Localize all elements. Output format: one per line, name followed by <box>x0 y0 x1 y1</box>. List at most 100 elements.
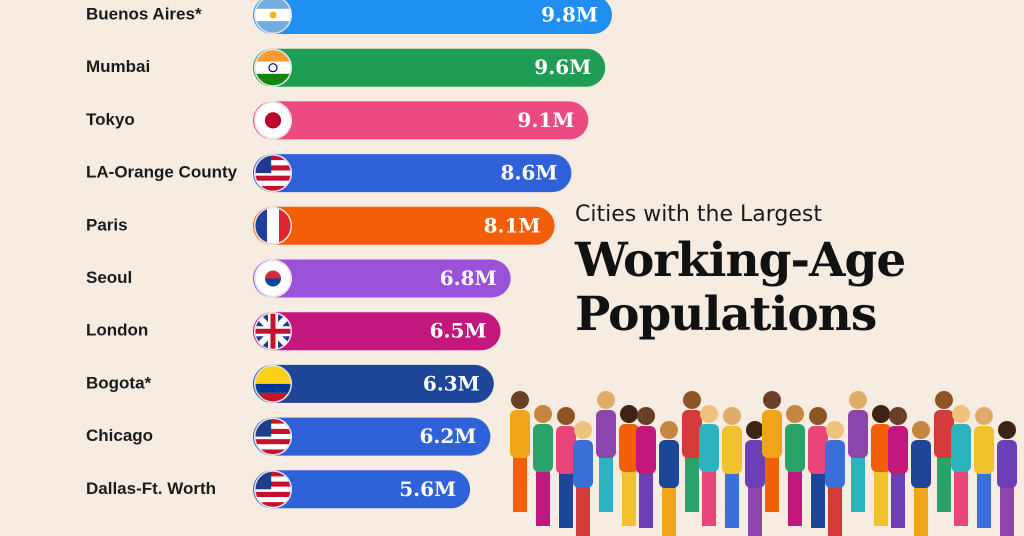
person-body <box>573 440 593 488</box>
person-legs <box>828 482 842 536</box>
flag-taeguk <box>265 278 281 287</box>
flag-stripe <box>255 476 291 482</box>
flag <box>255 418 291 455</box>
flag-stripe <box>255 155 291 161</box>
bar <box>253 259 511 298</box>
category-label: Bogota* <box>86 373 152 392</box>
person-legs <box>891 468 905 528</box>
flag-stripe <box>255 365 291 384</box>
person-body <box>745 440 765 488</box>
person-body <box>825 440 845 488</box>
flag-stripe <box>255 471 291 477</box>
flag <box>255 0 291 33</box>
flag-taeguk <box>265 270 281 279</box>
person-legs <box>811 468 825 528</box>
person-head <box>826 421 844 439</box>
bar <box>253 48 606 87</box>
flag-stripe <box>255 434 291 440</box>
person-head <box>511 391 529 409</box>
flag-stripe <box>255 170 291 176</box>
category-label: Seoul <box>86 268 132 287</box>
person-legs <box>622 466 636 526</box>
category-label: Tokyo <box>86 110 135 129</box>
person-legs <box>536 466 550 526</box>
person-legs <box>685 452 699 512</box>
flag-sun <box>269 11 277 19</box>
bar <box>253 101 589 140</box>
person-head <box>620 405 638 423</box>
person-body <box>636 426 656 474</box>
flag-stripe <box>255 165 291 171</box>
value-label: 8.1M <box>484 213 541 237</box>
flag-border <box>254 49 292 87</box>
person-head <box>889 407 907 425</box>
person-head <box>700 405 718 423</box>
people-illustration <box>510 391 1017 536</box>
flag-stripe <box>255 423 291 429</box>
person-head <box>998 421 1016 439</box>
person-body <box>659 440 679 488</box>
person-head <box>809 407 827 425</box>
flag <box>255 260 291 297</box>
category-label: Paris <box>86 215 128 234</box>
person-legs <box>662 482 676 536</box>
value-label: 6.5M <box>430 319 487 343</box>
person-body <box>699 424 719 472</box>
person-legs <box>954 466 968 526</box>
flag-stripe <box>255 428 291 435</box>
person-head <box>660 421 678 439</box>
person-head <box>952 405 970 423</box>
bar <box>253 470 471 509</box>
person-head <box>683 391 701 409</box>
person-head <box>786 405 804 423</box>
flag-stripe <box>255 207 267 244</box>
person-legs <box>851 452 865 512</box>
person-body <box>848 410 868 458</box>
person-body <box>974 426 994 474</box>
person-body <box>871 424 891 472</box>
bar <box>253 0 612 34</box>
bar <box>253 154 572 193</box>
person-body <box>722 426 742 474</box>
flag-stripe <box>255 486 291 492</box>
flag-cross <box>255 313 291 350</box>
person-head <box>723 407 741 425</box>
flag-stripe <box>255 180 291 186</box>
value-label: 6.8M <box>440 266 497 290</box>
bar <box>253 417 491 456</box>
person-legs <box>639 468 653 528</box>
bar <box>253 312 501 351</box>
flag <box>255 155 291 192</box>
person-legs <box>725 468 739 528</box>
person-legs <box>1000 482 1014 536</box>
value-label: 6.2M <box>419 424 476 448</box>
bar <box>253 364 494 403</box>
flag-border <box>254 101 292 139</box>
flag-border <box>254 312 292 350</box>
person-legs <box>576 482 590 536</box>
flag <box>255 49 291 86</box>
person-body <box>934 410 954 458</box>
flag-stripe <box>255 491 291 498</box>
chart-title: Working-Age Populations <box>575 233 906 342</box>
person-legs <box>748 482 762 536</box>
person-head <box>597 391 615 409</box>
flag-stripe <box>255 61 291 74</box>
value-label: 9.6M <box>534 55 591 79</box>
person-legs <box>977 468 991 528</box>
value-label: 9.8M <box>541 3 598 27</box>
person-head <box>849 391 867 409</box>
flag <box>255 207 291 244</box>
person-body <box>682 410 702 458</box>
person-body <box>556 426 576 474</box>
value-label: 5.6M <box>399 477 456 501</box>
flag-stripe <box>255 21 291 33</box>
flag-stripe <box>255 439 291 445</box>
person-legs <box>788 466 802 526</box>
flag-wheel <box>268 63 278 73</box>
person-legs <box>874 466 888 526</box>
person-head <box>746 421 764 439</box>
person-head <box>534 405 552 423</box>
flag <box>255 313 291 350</box>
